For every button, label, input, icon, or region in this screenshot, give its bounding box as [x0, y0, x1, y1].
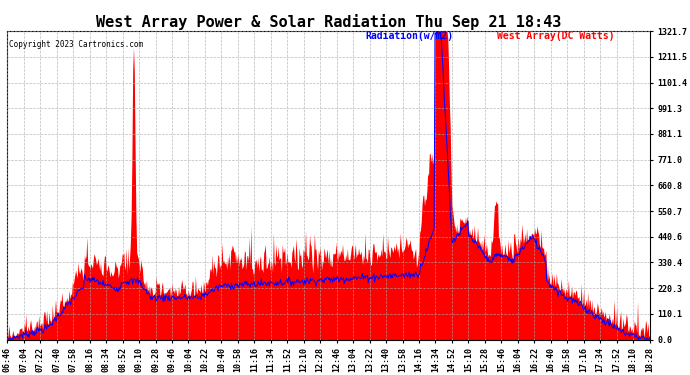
- Text: Copyright 2023 Cartronics.com: Copyright 2023 Cartronics.com: [9, 40, 144, 50]
- Title: West Array Power & Solar Radiation Thu Sep 21 18:43: West Array Power & Solar Radiation Thu S…: [96, 14, 561, 30]
- Text: West Array(DC Watts): West Array(DC Watts): [497, 32, 614, 41]
- Text: Radiation(w/m2): Radiation(w/m2): [366, 32, 454, 41]
